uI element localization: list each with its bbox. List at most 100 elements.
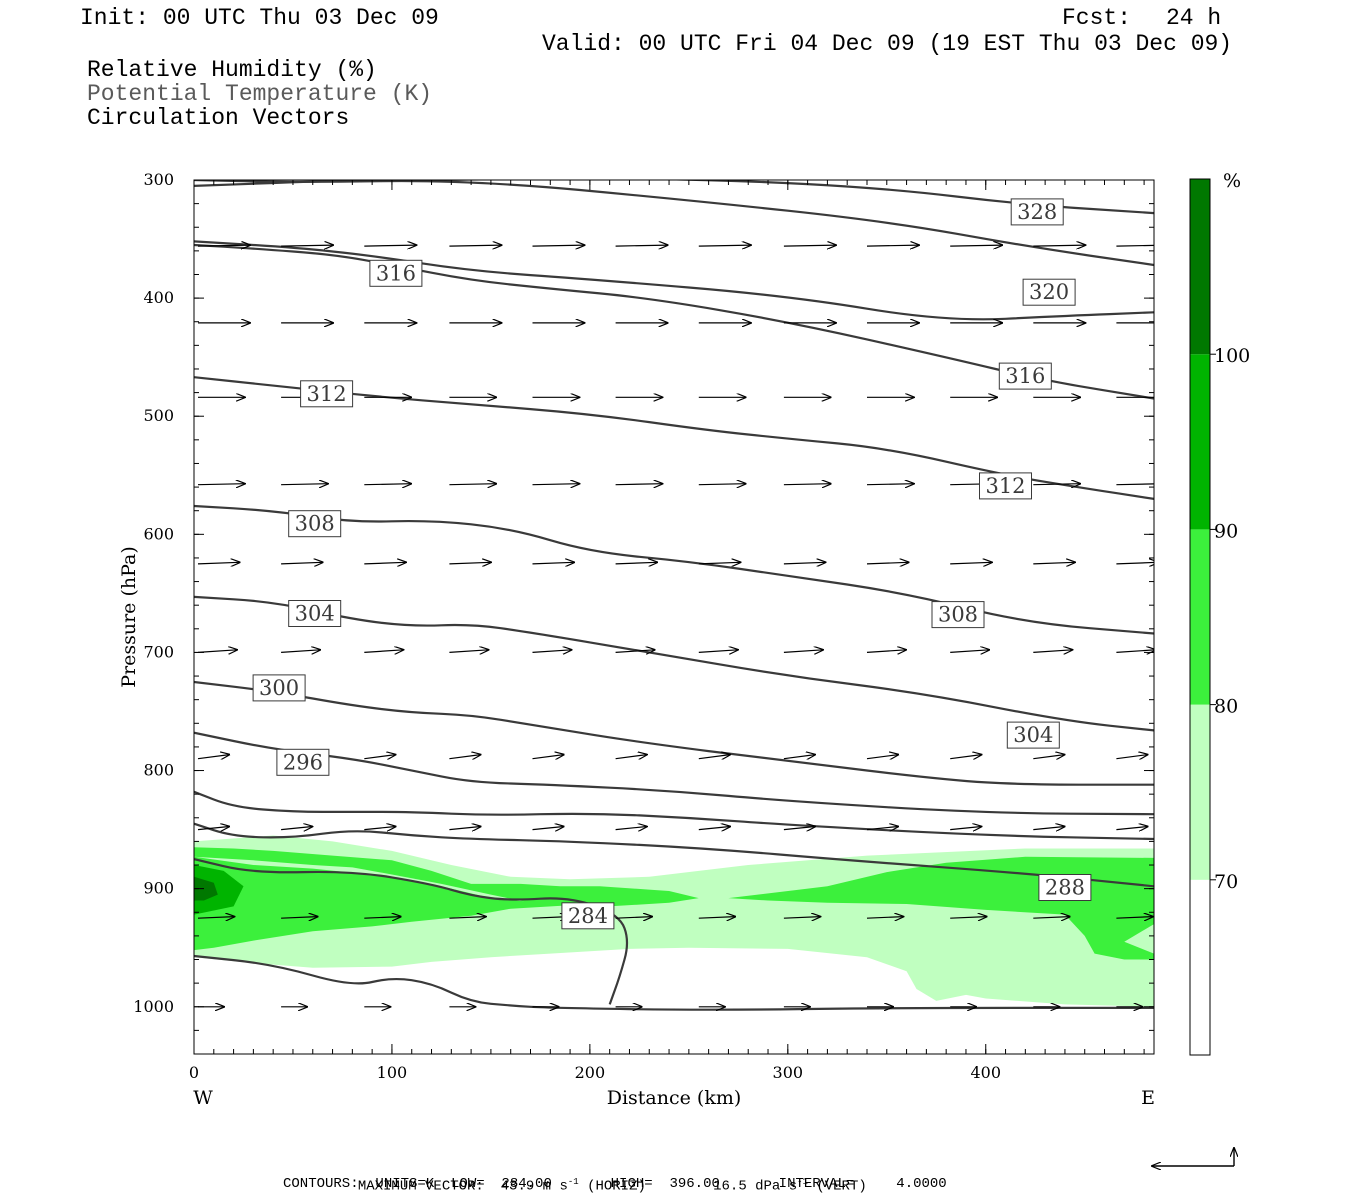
humidity-region-100 — [194, 876, 218, 901]
circulation-vector — [449, 562, 491, 564]
circulation-vector — [364, 562, 406, 564]
circulation-vector — [1116, 244, 1154, 247]
circulation-vector — [532, 245, 585, 246]
isentrope-284 — [194, 858, 629, 1005]
circulation-vector — [364, 245, 416, 246]
circulation-vector — [197, 650, 237, 653]
contour-label: 316 — [376, 261, 416, 285]
init-time: Init: 00 UTC Thu 03 Dec 09 — [80, 5, 439, 31]
circulation-vector — [615, 484, 663, 485]
circulation-vector — [449, 484, 496, 485]
circulation-vector — [950, 650, 989, 653]
contour-label-box — [276, 748, 330, 776]
contour-label: 312 — [985, 474, 1025, 498]
y-tick-label: 600 — [143, 524, 174, 543]
circulation-vector — [1033, 827, 1064, 830]
circulation-vector — [1116, 827, 1147, 830]
circulation-vector — [866, 827, 898, 830]
circulation-vector — [698, 755, 730, 759]
circulation-vector — [783, 562, 826, 564]
x-tick-label: 100 — [377, 1063, 408, 1082]
circulation-vector — [615, 827, 647, 830]
circulation-vector — [449, 827, 480, 830]
horiz-tag: (HORIZ) — [587, 1178, 646, 1195]
east-label: E — [1141, 1087, 1155, 1109]
circulation-vector — [698, 917, 735, 919]
contour-label-box — [998, 362, 1052, 390]
circulation-vector — [281, 562, 323, 564]
west-label: W — [193, 1087, 213, 1109]
x-tick-label: 0 — [189, 1063, 199, 1082]
circulation-vector — [1033, 484, 1080, 485]
forecast-hour: 24 h — [1166, 5, 1222, 31]
circulation-vector — [615, 755, 647, 759]
contour-label: 328 — [1017, 200, 1057, 224]
circulation-vector — [364, 827, 395, 830]
circulation-vector — [615, 650, 655, 653]
circulation-vector — [532, 827, 564, 830]
circulation-vector — [449, 650, 488, 653]
circulation-vector — [783, 650, 823, 653]
colorbar-segment — [1190, 704, 1210, 880]
contour-label: 316 — [1005, 364, 1045, 388]
forecast-label: Fcst: — [1062, 5, 1132, 31]
circulation-vector — [532, 650, 572, 653]
contour-label-box — [1010, 198, 1064, 226]
circulation-vector — [866, 650, 906, 653]
y-tick-label: 800 — [143, 761, 174, 780]
humidity-region-80 — [194, 856, 571, 951]
colorbar-segment — [1190, 529, 1210, 705]
valid-time: Valid: 00 UTC Fri 04 Dec 09 (19 EST Thu … — [542, 31, 1233, 57]
circulation-vector — [532, 484, 580, 485]
colorbar-unit: % — [1223, 170, 1241, 192]
contour-label: 284 — [568, 904, 608, 928]
circulation-vector — [950, 245, 1002, 246]
circulation-vector — [532, 562, 575, 564]
circulation-vector — [783, 245, 836, 246]
circulation-vector — [364, 484, 411, 485]
contour-label-box — [979, 472, 1032, 500]
max-vector-vert: 16.5 dPa s — [713, 1178, 798, 1195]
circulation-vector — [866, 484, 914, 485]
circulation-vector — [1116, 755, 1147, 759]
vert-tag: (VERT) — [816, 1178, 867, 1195]
legend-title-rh: Relative Humidity (%) — [87, 57, 377, 83]
circulation-vector — [281, 917, 317, 919]
colorbar-level-label: 80 — [1214, 696, 1238, 718]
circulation-vector — [950, 562, 992, 564]
circulation-vector — [866, 755, 898, 759]
contour-label-layer: 328 320 316 316 312 312 308 308 304 304 300 296 288 2… — [252, 198, 1092, 930]
circulation-vector — [449, 245, 501, 246]
isentrope-320 — [194, 180, 1154, 267]
circulation-vector — [281, 650, 320, 653]
circulation-vector — [1116, 917, 1152, 919]
circulation-vector — [950, 917, 986, 919]
circulation-vector — [698, 562, 741, 564]
isentrope-328 — [194, 180, 1154, 215]
circulation-vector — [532, 755, 564, 759]
circulation-vector — [1116, 650, 1154, 653]
isentrope-280 — [194, 954, 1154, 1011]
circulation-vector — [783, 917, 820, 919]
circulation-vector — [698, 484, 746, 485]
contour-label: 308 — [938, 603, 978, 627]
circulation-vector — [1033, 562, 1075, 564]
contour-label: 304 — [295, 602, 335, 626]
isentrope-288 — [194, 822, 1154, 888]
x-tick-label: 400 — [970, 1063, 1001, 1082]
y-tick-label: 500 — [143, 406, 174, 425]
y-tick-label: 1000 — [133, 997, 174, 1016]
unit-exponent: -1 — [567, 1177, 579, 1187]
circulation-vector — [950, 755, 981, 759]
circulation-vector — [783, 827, 815, 830]
contour-label: 300 — [259, 676, 299, 700]
circulation-vector — [615, 245, 668, 246]
contour-label-box — [288, 600, 342, 627]
isentrope-292 — [194, 790, 1154, 841]
circulation-vector — [281, 827, 312, 830]
contour-info-line: CONTOURS: UNITS=K LOW= 284.00 HIGH= 396.… — [283, 1176, 947, 1192]
contour-label: 304 — [1013, 723, 1053, 747]
legend-title-theta: Potential Temperature (K) — [87, 81, 433, 107]
contour-label-box — [931, 601, 985, 629]
